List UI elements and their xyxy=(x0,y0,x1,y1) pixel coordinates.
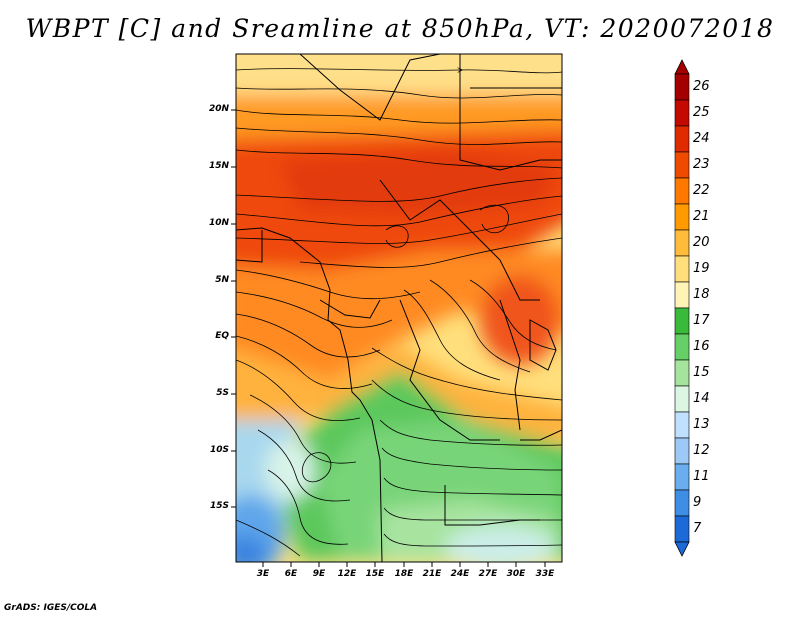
lon-label: 9E xyxy=(312,569,326,579)
colorbar-segment xyxy=(674,203,690,231)
colorbar-label: 19 xyxy=(693,261,710,276)
colorbar-segment xyxy=(674,255,690,283)
colorbar-segment xyxy=(674,515,690,543)
lon-label: 15E xyxy=(365,569,385,579)
colorbar-segment xyxy=(674,229,690,257)
colorbar-segment xyxy=(674,463,690,491)
colorbar-label: 18 xyxy=(693,287,710,302)
colorbar-label: 14 xyxy=(693,391,710,406)
lat-ticks xyxy=(231,109,236,508)
lat-label: EQ xyxy=(215,331,229,341)
colorbar-label: 22 xyxy=(693,183,710,198)
colorbar-label: 16 xyxy=(693,339,710,354)
colorbar-segment xyxy=(674,333,690,361)
map-frame xyxy=(235,53,563,563)
colorbar-label: 23 xyxy=(693,157,710,172)
colorbar-label: 21 xyxy=(693,209,710,224)
colorbar-segment xyxy=(674,359,690,387)
lat-label: 10N xyxy=(208,218,229,228)
lon-label: 21E xyxy=(422,569,442,579)
lon-label: 3E xyxy=(256,569,270,579)
colorbar-segment xyxy=(674,437,690,465)
colorbar-max-arrow xyxy=(674,59,690,75)
streamlines xyxy=(236,69,562,557)
colorbar-segment xyxy=(674,99,690,127)
lon-label: 18E xyxy=(394,569,414,579)
lon-label: 30E xyxy=(506,569,526,579)
colorbar-label: 12 xyxy=(693,443,710,458)
colorbar-segment xyxy=(674,385,690,413)
colorbar-segment xyxy=(674,177,690,205)
country-borders xyxy=(236,54,562,562)
lon-label: 12E xyxy=(337,569,357,579)
lat-label: 10S xyxy=(209,445,229,455)
lon-ticks xyxy=(262,562,546,567)
colorbar-label: 17 xyxy=(693,313,710,328)
lon-label: 6E xyxy=(284,569,298,579)
lat-label: 15S xyxy=(209,501,229,511)
colorbar-label: 26 xyxy=(693,79,710,94)
colorbar-segment xyxy=(674,411,690,439)
lat-label: 15N xyxy=(208,161,229,171)
colorbar-segment xyxy=(674,307,690,335)
lon-label: 33E xyxy=(535,569,555,579)
colorbar-label: 9 xyxy=(693,495,702,510)
colorbar-label: 11 xyxy=(693,469,710,484)
colorbar-label: 13 xyxy=(693,417,710,432)
map-title: WBPT [C] and Sreamline at 850hPa, VT: 20… xyxy=(25,14,775,43)
colorbar-segment xyxy=(674,281,690,309)
lat-label: 20N xyxy=(208,104,229,114)
lon-label: 27E xyxy=(478,569,498,579)
colorbar-segment xyxy=(674,125,690,153)
colorbar-label: 15 xyxy=(693,365,710,380)
wbpt-shading xyxy=(236,54,562,562)
colorbar xyxy=(674,59,690,557)
colorbar-min-arrow xyxy=(674,541,690,557)
colorbar-label: 25 xyxy=(693,105,710,120)
colorbar-label: 20 xyxy=(693,235,710,250)
colorbar-segment xyxy=(674,489,690,517)
lat-label: 5S xyxy=(216,388,229,398)
colorbar-segment xyxy=(674,73,690,101)
colorbar-segment xyxy=(674,151,690,179)
footer-credit: GrADS: IGES/COLA xyxy=(4,603,98,613)
colorbar-label: 24 xyxy=(693,131,710,146)
colorbar-label: 7 xyxy=(693,521,702,536)
lat-label: 5N xyxy=(215,275,229,285)
lon-label: 24E xyxy=(450,569,470,579)
